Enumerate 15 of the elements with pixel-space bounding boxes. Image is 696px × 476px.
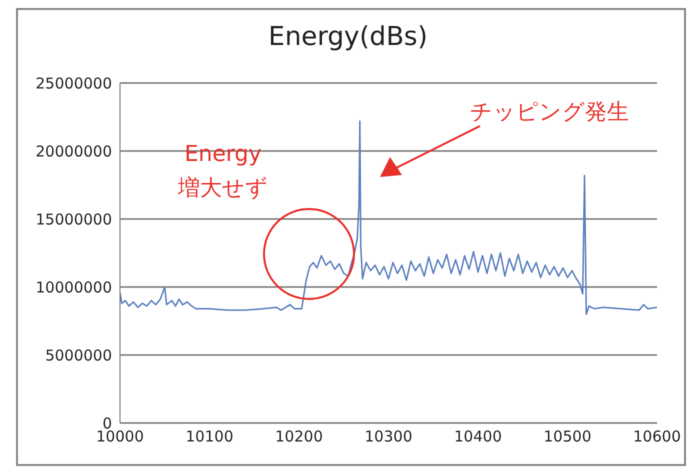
x-tick-label: 10100 <box>186 428 234 446</box>
x-tick-label: 10300 <box>364 428 412 446</box>
line-series <box>120 120 657 315</box>
x-tick-label: 10500 <box>544 428 592 446</box>
y-tick-label: 5000000 <box>45 346 112 364</box>
y-tick-label: 25000000 <box>36 74 112 92</box>
y-tick-label: 10000000 <box>36 278 112 296</box>
x-tick-label: 10400 <box>454 428 502 446</box>
y-tick-label: 15000000 <box>36 210 112 228</box>
y-tick-label: 20000000 <box>36 142 112 160</box>
x-tick-label: 10200 <box>275 428 323 446</box>
annotation: チッピング発生 <box>470 99 629 127</box>
x-tick-label: 10600 <box>633 428 681 446</box>
chart-title: Energy(dBs) <box>267 22 429 52</box>
x-tick-label: 10000 <box>96 428 144 446</box>
